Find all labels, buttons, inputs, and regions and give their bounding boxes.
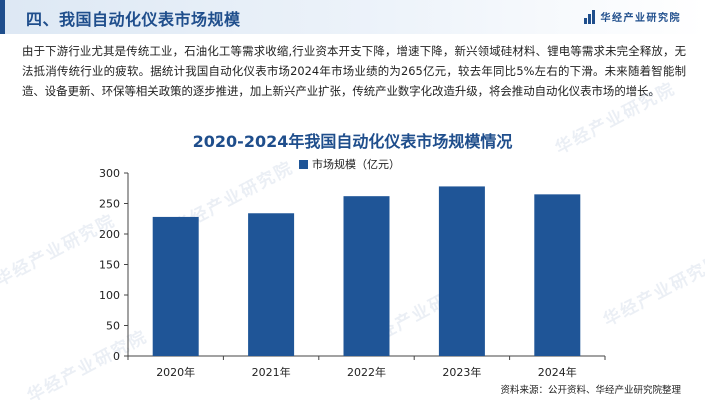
y-tick-label: 50 — [106, 320, 120, 333]
x-tick-label: 2023年 — [442, 365, 481, 379]
chart-legend: 市场规模（亿元） — [299, 156, 400, 172]
bar — [343, 196, 390, 356]
source-note: 资料来源：公开资料、华经产业研究院整理 — [500, 385, 681, 396]
bar — [438, 186, 485, 356]
x-tick-label: 2024年 — [538, 365, 577, 379]
y-tick-label: 150 — [99, 259, 120, 272]
bar — [534, 194, 581, 356]
intro-paragraph: 由于下游行业尤其是传统工业，石油化工等需求收缩,行业资本开支下降，增速下降，新兴… — [22, 44, 686, 98]
bar — [248, 213, 295, 356]
header-accent-bar — [0, 0, 5, 34]
x-tick-label: 2020年 — [156, 365, 195, 379]
section-title: 四、我国自动化仪表市场规模 — [26, 10, 241, 29]
x-tick-label: 2021年 — [252, 365, 291, 379]
y-tick-label: 250 — [99, 198, 120, 211]
section-header: 四、我国自动化仪表市场规模 华经产业研究院 — [0, 0, 705, 34]
chart-title: 2020-2024年我国自动化仪表市场规模情况 — [192, 132, 513, 151]
bar — [152, 216, 199, 356]
y-tick-label: 0 — [113, 350, 120, 363]
brand-name: 华经产业研究院 — [600, 13, 681, 24]
brand: 华经产业研究院 — [583, 9, 682, 24]
y-tick-label: 300 — [99, 167, 120, 180]
y-tick-label: 200 — [99, 228, 120, 241]
x-tick-label: 2022年 — [347, 365, 386, 379]
legend-swatch — [299, 159, 308, 169]
y-tick-label: 100 — [99, 289, 120, 302]
brand-logo-icon — [583, 9, 595, 24]
legend-label: 市场规模（亿元） — [312, 158, 400, 171]
